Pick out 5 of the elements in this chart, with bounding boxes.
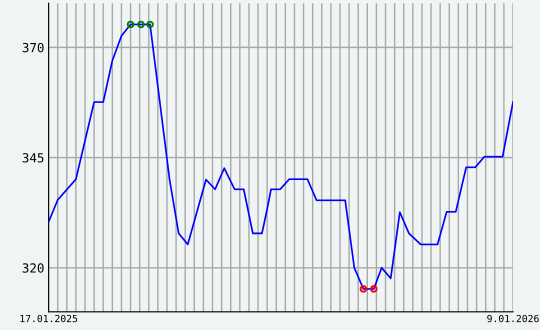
y-tick-label: 320 (22, 263, 44, 273)
y-tick-label: 345 (22, 153, 44, 163)
y-tick-label: 370 (22, 42, 44, 52)
x-tick-label: 17.01.2025 (20, 314, 78, 322)
x-tick-label: 9.01.2026 (487, 314, 539, 322)
